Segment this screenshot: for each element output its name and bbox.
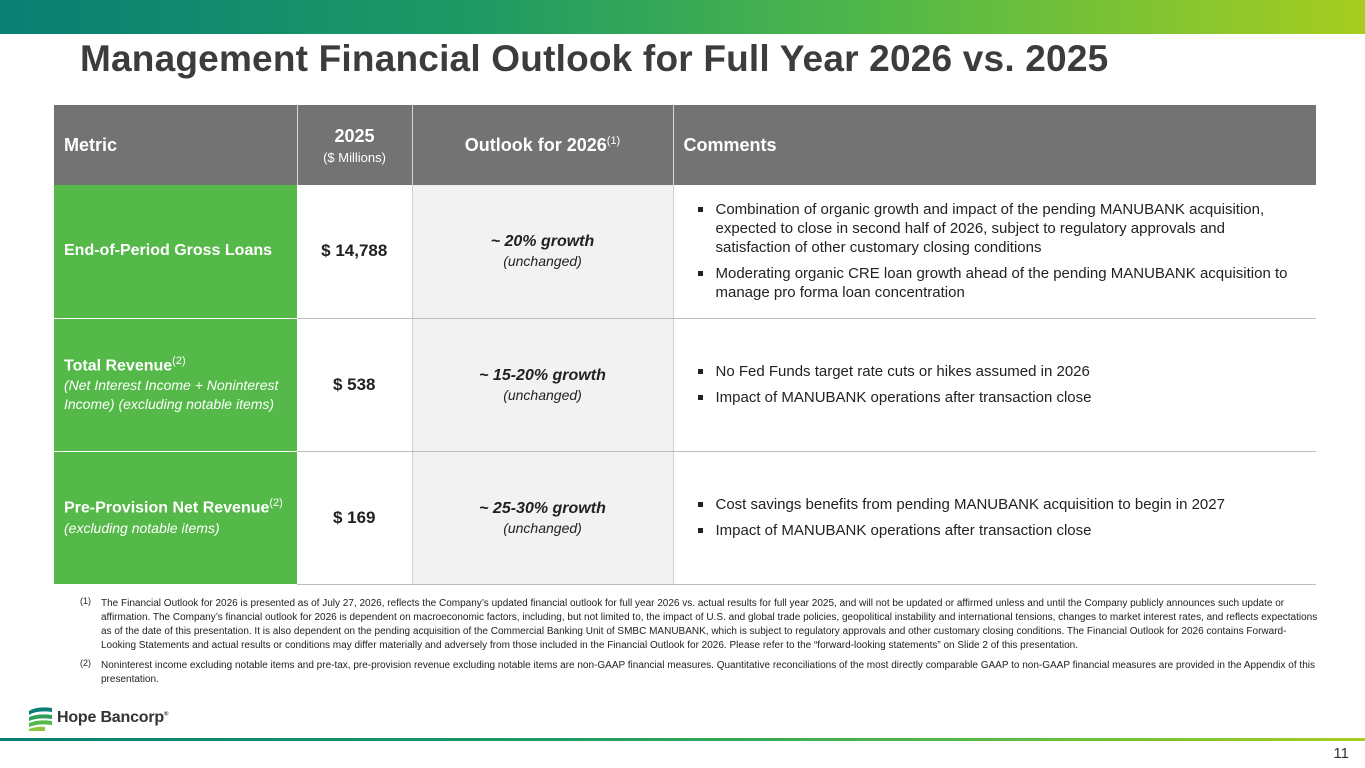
table-header-row: Metric 2025 ($ Millions) Outlook for 202… — [54, 105, 1316, 185]
slide-title: Management Financial Outlook for Full Ye… — [80, 38, 1109, 79]
comment-item: Combination of organic growth and impact… — [696, 200, 1297, 257]
outlook-status: (unchanged) — [503, 519, 582, 536]
metric-subtitle: (excluding notable items) — [64, 519, 220, 536]
table-row: Total Revenue(2) (Net Interest Income + … — [54, 318, 1316, 452]
footnote-text: The Financial Outlook for 2026 is presen… — [101, 598, 1318, 651]
comment-item: No Fed Funds target rate cuts or hikes a… — [696, 362, 1297, 381]
header-comments: Comments — [673, 105, 1316, 185]
top-gradient-bar — [0, 0, 1365, 34]
header-metric: Metric — [54, 105, 298, 185]
comment-text: Impact of MANUBANK operations after tran… — [715, 522, 1092, 539]
comments-cell: Cost savings benefits from pending MANUB… — [673, 451, 1316, 585]
footnote-text: Noninterest income excluding notable ite… — [101, 660, 1315, 685]
metric-label: Pre-Provision Net Revenue — [64, 499, 270, 517]
page-number: 11 — [1333, 745, 1349, 762]
logo-text: Hope Bancorp® — [57, 709, 168, 727]
comments-list: Cost savings benefits from pending MANUB… — [696, 495, 1297, 540]
header-year-unit: ($ Millions) — [323, 149, 386, 165]
metric-cell: End-of-Period Gross Loans — [54, 185, 297, 319]
comment-item: Cost savings benefits from pending MANUB… — [696, 495, 1297, 514]
outlook-status: (unchanged) — [503, 386, 582, 403]
company-logo: Hope Bancorp® — [27, 703, 168, 733]
outlook-growth: ~ 20% growth — [490, 233, 595, 251]
metric-subtitle: (Net Interest Income + Noninterest Incom… — [64, 377, 279, 413]
table-row: Pre-Provision Net Revenue(2) (excluding … — [54, 451, 1316, 585]
comment-text: No Fed Funds target rate cuts or hikes a… — [715, 363, 1090, 380]
square-bullet-icon — [697, 369, 703, 374]
footnote-mark: (1) — [80, 596, 91, 606]
metric-footnote-ref: (2) — [172, 354, 186, 367]
comments-list: No Fed Funds target rate cuts or hikes a… — [696, 362, 1297, 407]
header-outlook-label: Outlook for 2026 — [464, 134, 607, 155]
metric-footnote-ref: (2) — [269, 497, 283, 510]
header-year: 2025 ($ Millions) — [297, 105, 413, 185]
outlook-status: (unchanged) — [503, 253, 582, 270]
metric-label: End-of-Period Gross Loans — [64, 242, 273, 260]
value-2025: $ 169 — [297, 451, 413, 585]
comment-text: Cost savings benefits from pending MANUB… — [715, 496, 1225, 513]
header-outlook-footnote-ref: (1) — [606, 134, 621, 147]
footnote-1: (1) The Financial Outlook for 2026 is pr… — [80, 596, 1320, 653]
metric-label: Total Revenue — [64, 357, 173, 375]
square-bullet-icon — [697, 207, 703, 213]
table-row: End-of-Period Gross Loans $ 14,788 ~ 20%… — [54, 185, 1316, 319]
square-bullet-icon — [697, 395, 703, 400]
comment-item: Moderating organic CRE loan growth ahead… — [696, 264, 1297, 302]
outlook-growth: ~ 15-20% growth — [479, 366, 606, 384]
comment-text: Moderating organic CRE loan growth ahead… — [715, 265, 1288, 302]
registered-mark: ® — [163, 711, 169, 718]
comments-cell: No Fed Funds target rate cuts or hikes a… — [673, 318, 1316, 452]
footnote-mark: (2) — [80, 658, 91, 668]
comment-text: Combination of organic growth and impact… — [715, 201, 1265, 257]
comment-item: Impact of MANUBANK operations after tran… — [696, 521, 1297, 540]
hope-bancorp-logo-icon — [29, 706, 52, 731]
footnotes: (1) The Financial Outlook for 2026 is pr… — [80, 596, 1320, 693]
metric-name: Total Revenue(2) — [64, 355, 287, 375]
metric-cell: Pre-Provision Net Revenue(2) (excluding … — [54, 451, 297, 585]
outlook-cell: ~ 20% growth (unchanged) — [412, 185, 674, 319]
outlook-growth: ~ 25-30% growth — [479, 499, 606, 517]
square-bullet-icon — [697, 502, 703, 507]
comment-item: Impact of MANUBANK operations after tran… — [696, 388, 1297, 407]
square-bullet-icon — [697, 528, 703, 533]
outlook-cell: ~ 25-30% growth (unchanged) — [412, 451, 674, 585]
square-bullet-icon — [697, 271, 703, 277]
header-outlook: Outlook for 2026(1) — [412, 105, 674, 185]
value-2025: $ 538 — [297, 318, 413, 452]
bottom-gradient-line — [0, 738, 1365, 741]
comment-text: Impact of MANUBANK operations after tran… — [715, 389, 1092, 406]
comments-cell: Combination of organic growth and impact… — [673, 185, 1316, 319]
value-2025: $ 14,788 — [297, 185, 413, 319]
metric-name: Pre-Provision Net Revenue(2) — [64, 497, 287, 517]
comments-list: Combination of organic growth and impact… — [696, 200, 1297, 302]
metric-name: End-of-Period Gross Loans — [64, 242, 287, 260]
outlook-cell: ~ 15-20% growth (unchanged) — [412, 318, 674, 452]
footnote-2: (2) Noninterest income excluding notable… — [80, 658, 1320, 687]
metric-cell: Total Revenue(2) (Net Interest Income + … — [54, 318, 297, 452]
header-year-label: 2025 — [334, 125, 375, 146]
outlook-table: Metric 2025 ($ Millions) Outlook for 202… — [54, 105, 1316, 585]
logo-name: Hope Bancorp — [57, 709, 164, 726]
